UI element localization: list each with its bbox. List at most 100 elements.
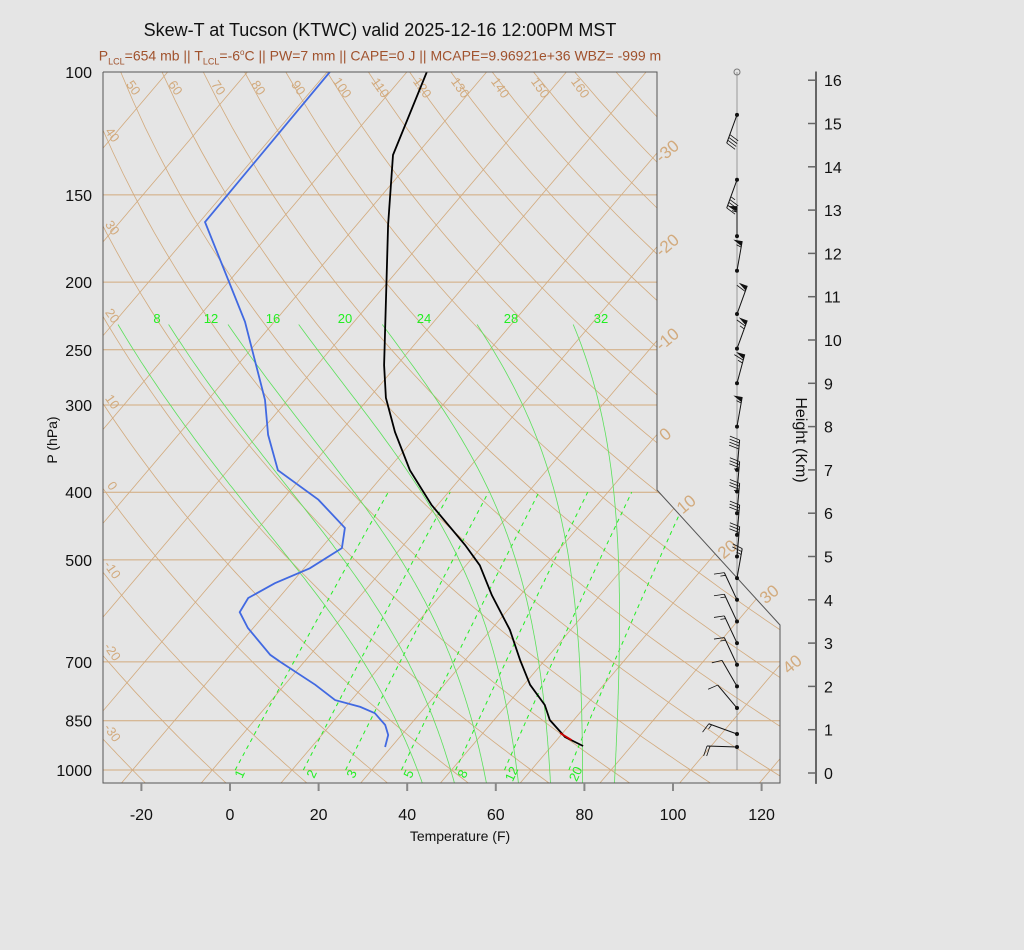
barb-staff (726, 179, 738, 209)
barb-half-feather (736, 244, 742, 248)
y-axis-label: P (hPa) (44, 416, 60, 463)
x-tick-label: 120 (748, 807, 775, 824)
height-tick-label: 6 (824, 506, 833, 523)
dry-adiabat-line (103, 72, 714, 783)
barb-feather (729, 438, 740, 444)
barb-station-dot (735, 312, 739, 317)
mixing-ratio-line (302, 491, 451, 771)
barb-half-feather (708, 724, 712, 730)
barb-feather (729, 522, 740, 527)
dry-adiabat-label: 60 (165, 77, 186, 97)
moist-adiabat-label: 8 (153, 311, 160, 326)
x-axis-label: Temperature (F) (410, 828, 510, 844)
axes: -20 0 20 40 60 80 100 1201001502002503004005007… (44, 65, 842, 844)
barb-station-dot (735, 268, 739, 273)
isotherm-line (586, 72, 780, 783)
barb-half-feather (720, 596, 726, 599)
barb-feather (702, 723, 710, 733)
moist-adiabat-label: 20 (338, 311, 352, 326)
barb-feather (713, 637, 725, 640)
wind-barb (726, 112, 739, 150)
barb-station-dot (735, 511, 739, 516)
y-tick-label: 850 (65, 714, 92, 731)
wind-barb (735, 317, 748, 351)
barb-staff (736, 241, 743, 271)
moist-adiabat-label: 12 (204, 311, 218, 326)
dry-adiabat-label: 80 (248, 77, 269, 97)
isotherm-label: 40 (779, 651, 806, 678)
x-tick-label: 100 (660, 807, 687, 824)
barb-feather (729, 500, 740, 506)
wind-barb (733, 239, 743, 273)
dry-adiabat-label: 70 (208, 77, 229, 97)
barb-feather (729, 457, 740, 463)
barb-staff (736, 483, 741, 514)
barb-half-feather (739, 325, 745, 330)
wind-barb (728, 206, 739, 239)
y-tick-label: 700 (65, 655, 92, 672)
mixing-ratio-line (345, 491, 489, 771)
barb-feather (729, 134, 739, 142)
barb-flag (733, 239, 743, 247)
wind-barb (702, 723, 739, 737)
dry-adiabat-line (615, 72, 780, 783)
barb-staff (723, 615, 738, 644)
wind-barb (729, 457, 741, 494)
tlcl-sub: LCL (202, 56, 220, 67)
x-tick-label: 40 (398, 807, 416, 824)
wind-barb (707, 684, 739, 711)
height-tick-label: 11 (824, 290, 841, 307)
y-tick-label: 100 (65, 65, 92, 82)
isotherm-line (0, 40, 35, 799)
height-tick-label: 13 (824, 203, 842, 220)
isotherm-line (506, 72, 780, 783)
mixing-ratio-label: 20 (566, 764, 586, 783)
height-tick-label: 8 (824, 420, 833, 437)
mixing-ratio-label: 12 (502, 764, 522, 783)
moist-adiabat-line (476, 324, 583, 783)
barb-feather (727, 139, 737, 147)
height-tick-label: 5 (824, 550, 833, 567)
barb-station-dot (735, 234, 739, 239)
barb-feather (729, 503, 740, 509)
height-axis-label: Height (Km) (792, 397, 809, 482)
height-tick-label: 0 (824, 766, 833, 783)
barb-feather (729, 525, 740, 530)
barb-station-dot (735, 346, 739, 351)
isotherm-label: 10 (673, 491, 700, 518)
barb-station-dot (735, 576, 739, 581)
moist-adiabat-line (572, 324, 620, 783)
y-tick-label: 200 (65, 275, 92, 292)
barb-feather (713, 593, 725, 597)
barb-feather (711, 660, 723, 664)
barb-staff (723, 637, 738, 665)
x-tick-label: 80 (576, 807, 594, 824)
plcl-label: P (98, 47, 109, 64)
barb-flag (728, 206, 737, 212)
y-tick-label: 150 (65, 188, 92, 205)
barb-feather (736, 319, 746, 327)
barb-staff (726, 114, 738, 144)
temperature-line (383, 72, 584, 747)
wind-barb (732, 543, 743, 581)
moist-adiabat-label: 28 (504, 311, 518, 326)
dry-adiabat-label: 40 (102, 124, 123, 144)
barb-staff (723, 594, 738, 622)
dry-adiabat-label: 160 (568, 75, 593, 101)
dry-adiabat-label: 30 (102, 217, 123, 237)
height-tick-label: 7 (824, 463, 833, 480)
barb-feather (726, 142, 736, 150)
isotherm-line (745, 72, 780, 783)
mixing-ratio-line (568, 491, 690, 771)
tlcl-value: =-6 (219, 47, 241, 64)
barb-half-feather (733, 489, 739, 493)
barb-half-feather (736, 400, 742, 404)
mixing-ratio-line (504, 491, 633, 771)
height-tick-label: 16 (824, 73, 842, 90)
subtitle-rest: C || PW=7 mm || CAPE=0 J || MCAPE=9.9692… (244, 47, 662, 64)
barb-flag (738, 317, 748, 326)
x-tick-label: 20 (310, 807, 328, 824)
height-tick-label: 1 (824, 723, 833, 740)
isotherm-line (103, 72, 196, 783)
barb-feather (729, 479, 740, 484)
